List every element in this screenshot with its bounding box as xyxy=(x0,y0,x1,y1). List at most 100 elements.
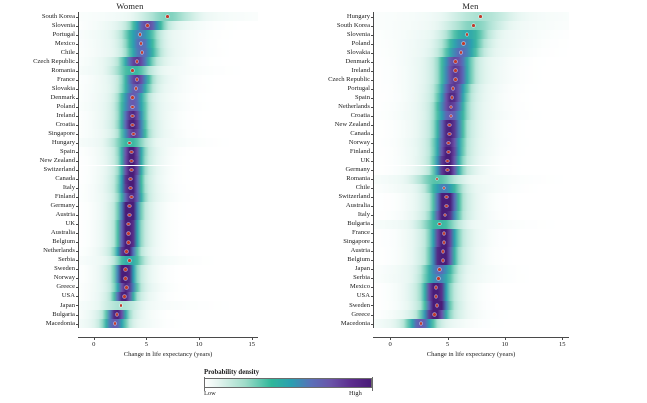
legend-cap-right xyxy=(372,377,373,391)
y-axis-tick xyxy=(75,52,78,54)
density-band xyxy=(79,255,258,265)
y-axis-tick xyxy=(370,160,373,162)
density-gradient xyxy=(79,291,258,301)
y-axis-tick xyxy=(75,70,78,72)
category-label: Chile xyxy=(60,49,75,57)
y-axis-tick xyxy=(370,115,373,117)
density-band xyxy=(374,174,569,184)
y-axis-tick xyxy=(370,88,373,90)
density-band xyxy=(79,183,258,193)
median-marker xyxy=(129,186,132,190)
y-axis-tick xyxy=(75,160,78,162)
median-marker xyxy=(434,286,438,289)
category-label: France xyxy=(352,229,370,237)
y-axis-tick xyxy=(75,79,78,81)
median-marker xyxy=(465,33,469,36)
y-axis-tick xyxy=(370,25,373,27)
legend-high-label: High xyxy=(349,390,362,397)
y-axis-tick xyxy=(75,233,78,235)
category-label: Czech Republic xyxy=(328,76,370,84)
panel-women-y-axis xyxy=(78,12,79,329)
density-band xyxy=(374,282,569,292)
density-band xyxy=(79,111,258,121)
density-gradient xyxy=(79,192,258,202)
y-axis-tick xyxy=(370,323,373,325)
y-axis-tick xyxy=(75,124,78,126)
density-band xyxy=(374,21,569,31)
median-marker xyxy=(447,141,450,145)
y-axis-tick xyxy=(75,242,78,244)
y-axis-tick xyxy=(370,197,373,199)
median-marker xyxy=(128,259,131,262)
density-gradient xyxy=(374,201,569,211)
x-axis-tick xyxy=(504,337,506,340)
median-marker xyxy=(139,42,143,45)
category-label: Netherlands xyxy=(338,103,370,111)
y-axis-tick xyxy=(370,170,373,172)
median-marker xyxy=(449,114,453,118)
median-marker xyxy=(131,114,134,118)
density-gradient xyxy=(79,129,258,139)
category-label: Finland xyxy=(54,193,75,201)
median-marker xyxy=(130,195,133,199)
median-marker xyxy=(125,249,128,253)
median-marker xyxy=(442,231,446,235)
median-marker xyxy=(130,159,133,163)
median-marker xyxy=(128,213,131,217)
y-axis-tick xyxy=(370,79,373,81)
category-label: Romania xyxy=(51,67,75,75)
category-label: Hungary xyxy=(51,139,75,147)
x-axis-tick xyxy=(146,337,148,340)
category-label: Switzerland xyxy=(43,166,76,174)
y-axis-tick xyxy=(75,88,78,90)
density-gradient xyxy=(79,183,258,193)
density-band xyxy=(374,66,569,76)
density-gradient xyxy=(374,210,569,220)
density-gradient xyxy=(79,93,258,103)
density-band xyxy=(79,102,258,112)
category-label: Czech Republic xyxy=(33,58,75,66)
y-axis-tick xyxy=(370,97,373,99)
y-axis-tick xyxy=(370,133,373,135)
y-axis-tick xyxy=(370,124,373,126)
median-marker xyxy=(135,78,139,81)
category-label: Mexico xyxy=(54,40,75,48)
median-marker xyxy=(442,240,446,244)
median-marker xyxy=(448,132,451,136)
median-marker xyxy=(449,105,453,109)
median-marker xyxy=(124,277,127,280)
y-axis-tick xyxy=(370,296,373,298)
density-gradient xyxy=(79,75,258,85)
density-gradient xyxy=(79,319,258,329)
density-band xyxy=(374,165,569,175)
y-axis-tick xyxy=(75,25,78,27)
y-axis-tick xyxy=(370,34,373,36)
category-label: Norway xyxy=(348,139,370,147)
category-label: USA xyxy=(61,292,75,300)
y-axis-tick xyxy=(370,142,373,144)
density-band xyxy=(79,12,258,22)
category-label: Netherlands xyxy=(43,247,75,255)
category-label: Croatia xyxy=(350,112,370,120)
density-band xyxy=(79,210,258,220)
median-marker xyxy=(129,177,132,181)
density-band xyxy=(79,129,258,139)
category-label: Belgium xyxy=(347,256,370,264)
density-gradient xyxy=(374,147,569,157)
density-gradient xyxy=(79,201,258,211)
y-axis-tick xyxy=(75,305,78,307)
category-label: UK xyxy=(360,157,370,165)
median-marker xyxy=(438,268,441,271)
density-gradient xyxy=(374,219,569,229)
density-band xyxy=(374,138,569,148)
density-band xyxy=(79,57,258,67)
density-band xyxy=(374,309,569,319)
category-label: New Zealand xyxy=(39,157,75,165)
median-marker xyxy=(443,213,447,217)
median-marker xyxy=(128,141,131,145)
category-label: Greece xyxy=(56,283,75,291)
density-gradient xyxy=(79,210,258,220)
category-label: Switzerland xyxy=(338,193,371,201)
density-gradient xyxy=(79,111,258,121)
median-marker xyxy=(451,87,455,91)
